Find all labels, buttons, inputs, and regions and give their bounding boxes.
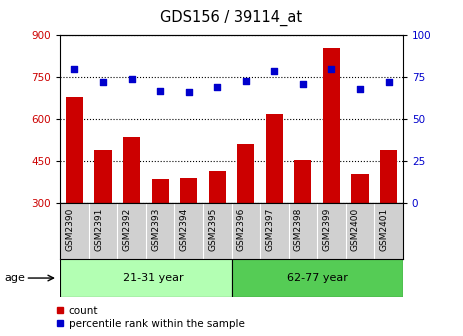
Bar <box>123 137 140 203</box>
Text: GSM2396: GSM2396 <box>237 208 246 251</box>
Text: GSM2394: GSM2394 <box>180 208 189 251</box>
Point <box>357 86 364 92</box>
Bar <box>294 160 312 203</box>
Text: GSM2397: GSM2397 <box>265 208 274 251</box>
Text: GSM2401: GSM2401 <box>380 208 388 251</box>
Point <box>385 80 392 85</box>
Point <box>213 85 221 90</box>
Text: GSM2393: GSM2393 <box>151 208 160 251</box>
Text: GSM2395: GSM2395 <box>208 208 217 251</box>
Bar <box>180 178 197 203</box>
Legend: count, percentile rank within the sample: count, percentile rank within the sample <box>56 306 244 329</box>
Bar <box>380 150 397 203</box>
Text: GSM2400: GSM2400 <box>351 208 360 251</box>
Point <box>185 90 193 95</box>
Point <box>271 68 278 73</box>
Bar <box>60 259 232 297</box>
Bar <box>66 97 83 203</box>
Point <box>100 80 107 85</box>
Text: GDS156 / 39114_at: GDS156 / 39114_at <box>161 10 302 26</box>
Bar <box>266 114 283 203</box>
Bar <box>151 179 169 203</box>
Text: GSM2392: GSM2392 <box>123 208 131 251</box>
Text: 62-77 year: 62-77 year <box>287 273 348 283</box>
Bar <box>323 48 340 203</box>
Point <box>71 66 78 72</box>
Text: GSM2391: GSM2391 <box>94 208 103 251</box>
Point <box>299 81 307 87</box>
Text: GSM2398: GSM2398 <box>294 208 303 251</box>
Bar <box>237 144 254 203</box>
Point <box>328 66 335 72</box>
Bar <box>232 259 403 297</box>
Text: age: age <box>5 273 25 283</box>
Point <box>242 78 250 83</box>
Text: GSM2390: GSM2390 <box>65 208 75 251</box>
Text: GSM2399: GSM2399 <box>322 208 332 251</box>
Bar <box>94 150 112 203</box>
Bar <box>209 171 226 203</box>
Text: 21-31 year: 21-31 year <box>123 273 183 283</box>
Point <box>156 88 164 93</box>
Bar <box>351 174 369 203</box>
Point <box>128 76 135 82</box>
